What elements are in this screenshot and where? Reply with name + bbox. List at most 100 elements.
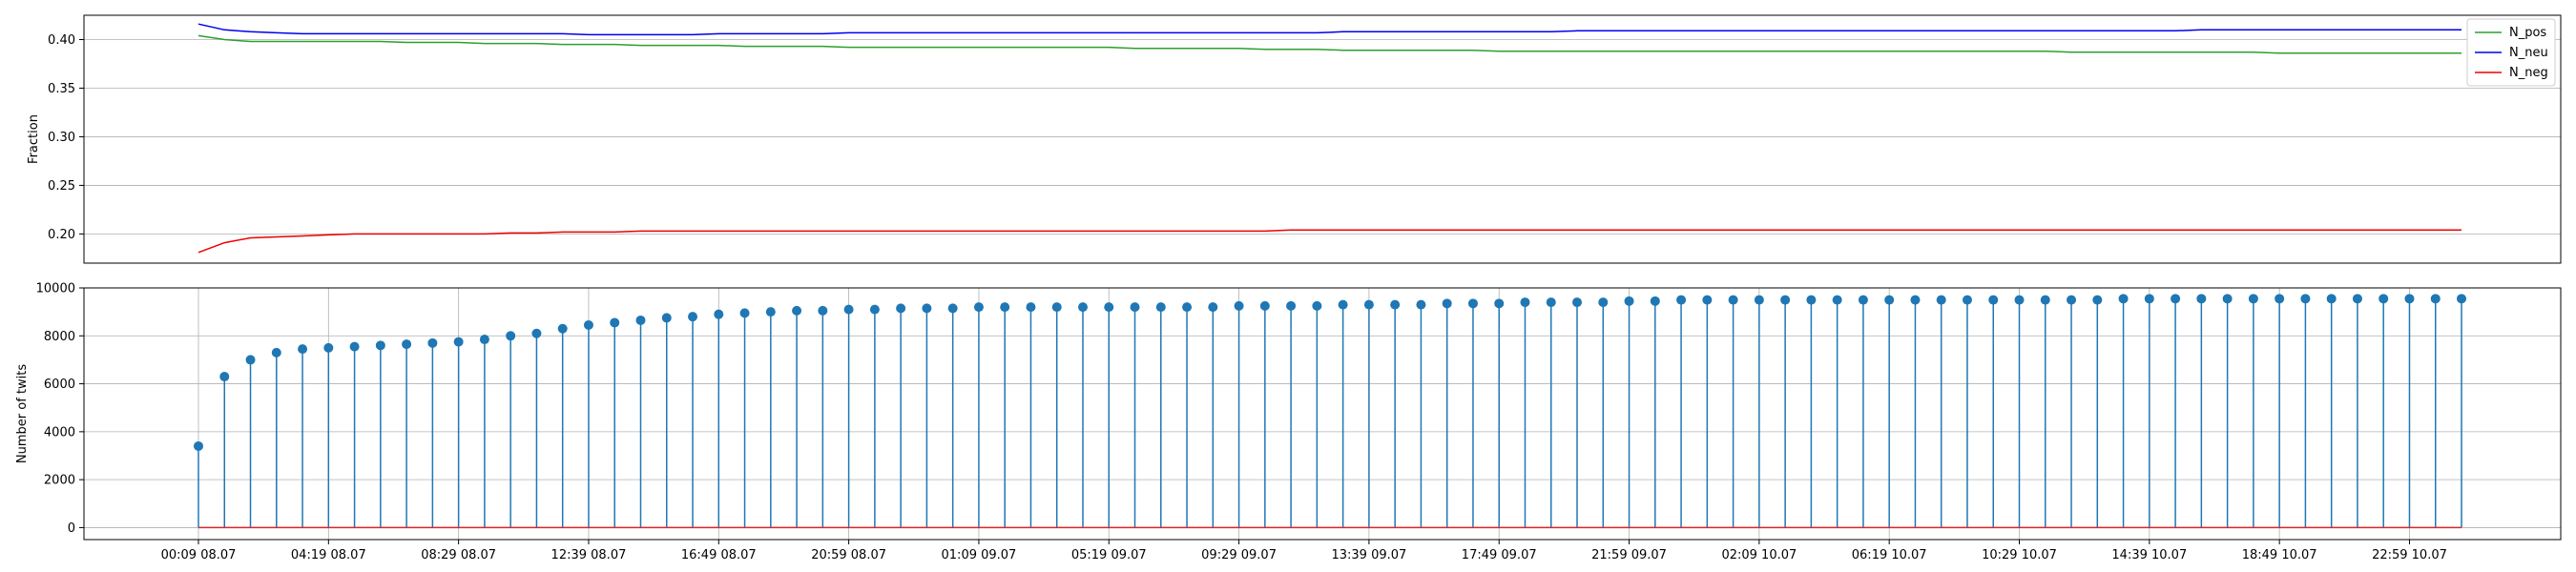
- count-marker: [2067, 295, 2077, 305]
- count-y-ticks: 0 2000 4000 6000 8000 10000: [36, 282, 84, 536]
- count-x-tick-label: 10:29 10.07: [1982, 548, 2057, 562]
- count-marker: [1936, 295, 1946, 305]
- count-y-tick-label: 6000: [44, 378, 75, 392]
- count-marker: [506, 331, 516, 341]
- legend-label-n-pos: N_pos: [2509, 26, 2546, 40]
- count-marker: [1858, 295, 1868, 305]
- count-panel: 0 2000 4000 6000 8000 10000 00:09 08.07 04:19 …: [15, 282, 2562, 562]
- fraction-y-tick-label: 0.25: [48, 179, 75, 194]
- count-marker: [2457, 294, 2466, 304]
- count-y-tick-label: 2000: [44, 474, 75, 488]
- count-marker: [583, 319, 593, 330]
- count-stems: [197, 298, 2462, 528]
- count-marker: [1259, 300, 1270, 311]
- count-marker: [2430, 294, 2441, 304]
- count-marker: [298, 344, 308, 355]
- fraction-y-tick-label: 0.30: [48, 131, 75, 145]
- fraction-gridlines: [84, 39, 2561, 235]
- count-marker: [739, 308, 750, 318]
- count-marker: [427, 337, 438, 348]
- fraction-y-ticks: 0.20 0.25 0.30 0.35 0.40: [48, 33, 84, 242]
- count-plot-frame: [83, 287, 2562, 541]
- count-y-tick-label: 8000: [44, 330, 75, 344]
- count-marker: [1728, 295, 1738, 305]
- count-marker: [1442, 298, 1452, 309]
- series-line-n-neu: [197, 23, 2462, 36]
- count-marker: [1962, 295, 1972, 305]
- count-marker: [1624, 296, 1634, 306]
- count-marker: [1650, 296, 1660, 306]
- count-marker: [922, 303, 932, 314]
- count-x-tick-label: 21:59 09.07: [1591, 548, 1667, 562]
- count-x-tick-label: 02:09 10.07: [1721, 548, 1797, 562]
- count-marker: [1546, 297, 1556, 308]
- count-marker: [271, 347, 281, 358]
- count-x-tick-label: 16:49 08.07: [681, 548, 757, 562]
- count-marker: [2326, 294, 2337, 304]
- count-markers: [194, 294, 2466, 451]
- legend: N_pos N_neu N_neg: [2466, 18, 2556, 87]
- count-marker: [1000, 302, 1010, 313]
- count-marker: [2352, 294, 2362, 304]
- count-marker: [1390, 299, 1401, 310]
- count-x-tick-label: 06:19 10.07: [1852, 548, 1927, 562]
- count-marker: [714, 309, 724, 319]
- count-marker: [245, 355, 256, 365]
- count-marker: [765, 307, 776, 317]
- count-marker: [375, 340, 385, 351]
- count-marker: [1572, 297, 1583, 308]
- count-marker: [1234, 300, 1244, 311]
- count-marker: [2171, 294, 2181, 304]
- count-marker: [219, 372, 230, 382]
- count-marker: [1702, 295, 1713, 305]
- count-marker: [896, 303, 906, 314]
- count-marker: [2404, 294, 2415, 304]
- count-y-axis-label: Number of twits: [15, 364, 30, 463]
- fraction-series-lines: [197, 23, 2462, 254]
- count-marker: [1754, 295, 1764, 305]
- count-marker: [1467, 298, 1478, 309]
- count-y-tick-label: 10000: [36, 282, 75, 296]
- count-marker: [2300, 294, 2311, 304]
- count-marker: [1051, 302, 1062, 313]
- count-marker: [2040, 295, 2050, 305]
- count-marker: [2118, 294, 2129, 304]
- count-marker: [1363, 299, 1374, 310]
- count-marker: [1910, 295, 1921, 305]
- count-marker: [323, 342, 334, 353]
- count-marker: [1182, 302, 1193, 313]
- count-marker: [557, 323, 568, 334]
- fraction-y-tick-label: 0.35: [48, 82, 75, 96]
- count-marker: [1416, 299, 1426, 310]
- count-marker: [1286, 300, 1297, 311]
- count-y-tick-label: 0: [68, 521, 75, 536]
- count-marker: [2014, 295, 2025, 305]
- count-marker: [531, 328, 542, 338]
- count-marker: [2275, 294, 2285, 304]
- count-marker: [1780, 295, 1791, 305]
- count-marker: [869, 304, 880, 315]
- count-marker: [947, 303, 958, 314]
- count-marker: [2144, 294, 2154, 304]
- legend-box: [2466, 18, 2556, 87]
- count-marker: [1494, 298, 1505, 309]
- count-marker: [2222, 294, 2233, 304]
- count-marker: [194, 440, 203, 451]
- count-marker: [1598, 297, 1609, 308]
- count-marker: [792, 305, 802, 316]
- count-x-tick-label: 00:09 08.07: [161, 548, 237, 562]
- count-marker: [402, 339, 412, 350]
- fraction-plot-frame: [83, 14, 2562, 264]
- count-x-tick-label: 14:39 10.07: [2111, 548, 2187, 562]
- count-marker: [818, 305, 828, 316]
- count-x-tick-label: 04:19 08.07: [291, 548, 366, 562]
- count-marker: [1130, 302, 1140, 313]
- count-x-tick-label: 17:49 09.07: [1462, 548, 1537, 562]
- count-x-tick-label: 18:49 10.07: [2242, 548, 2317, 562]
- count-marker: [1832, 295, 1842, 305]
- count-marker: [1884, 295, 1895, 305]
- count-marker: [1312, 300, 1322, 311]
- fraction-y-tick-label: 0.20: [48, 228, 75, 242]
